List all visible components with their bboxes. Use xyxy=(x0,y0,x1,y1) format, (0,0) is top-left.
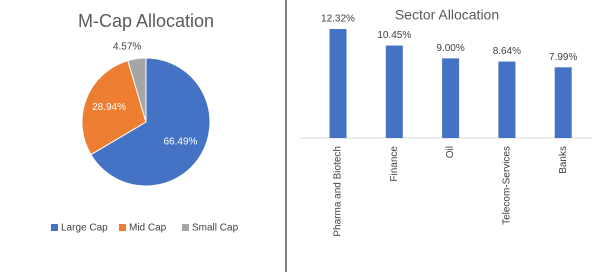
x-tick-label: Telecom-Services xyxy=(502,146,513,225)
data-label: 66.49% xyxy=(164,136,198,147)
chart-title: Sector Allocation xyxy=(395,7,499,23)
data-label: 4.57% xyxy=(113,41,141,52)
bar xyxy=(442,58,460,138)
data-label: 7.99% xyxy=(549,52,577,63)
x-tick-label: Finance xyxy=(389,146,400,182)
chart-title: M-Cap Allocation xyxy=(78,11,214,31)
data-label: 12.32% xyxy=(321,14,355,25)
data-label: 9.00% xyxy=(436,43,464,54)
x-tick-label: Pharma and Biotech xyxy=(333,146,344,237)
data-label: 8.64% xyxy=(493,46,521,57)
pie-slice xyxy=(90,57,211,187)
bar xyxy=(498,61,516,138)
data-label: 10.45% xyxy=(377,30,411,41)
pie-slice xyxy=(127,57,147,123)
bar xyxy=(554,67,572,138)
bar xyxy=(385,45,403,138)
legend-label: Mid Cap xyxy=(129,223,167,234)
x-tick-label: Banks xyxy=(558,146,569,174)
bar xyxy=(329,29,347,138)
legend-swatch xyxy=(182,224,189,231)
data-label: 28.94% xyxy=(92,102,126,113)
pie-slice xyxy=(81,59,147,156)
legend-swatch xyxy=(51,224,58,231)
legend-swatch xyxy=(119,224,126,231)
legend-label: Large Cap xyxy=(61,223,108,234)
x-tick-label: Oil xyxy=(445,146,456,158)
legend-label: Small Cap xyxy=(192,223,239,234)
